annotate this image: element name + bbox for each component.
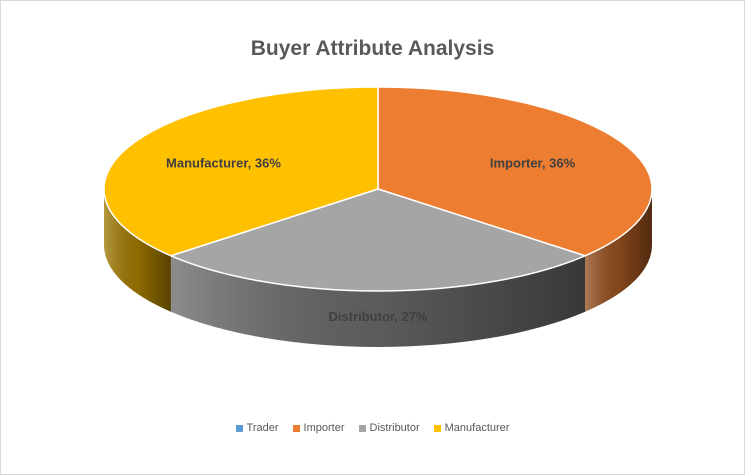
legend-swatch-importer: [292, 424, 300, 432]
legend-item-importer[interactable]: Importer: [292, 422, 345, 434]
data-label-manufacturer: Manufacturer, 36%: [166, 156, 281, 171]
legend-swatch-trader: [235, 424, 243, 432]
legend-swatch-manufacturer: [433, 424, 441, 432]
legend: Trader Importer Distributor Manufacturer: [1, 422, 744, 434]
legend-label-distributor: Distributor: [369, 422, 420, 434]
legend-item-trader[interactable]: Trader: [235, 422, 279, 434]
pie-side-shade-manufacturer: [104, 189, 171, 312]
legend-label-trader: Trader: [246, 422, 279, 434]
pie-slice-importer[interactable]: [377, 86, 653, 257]
chart-title: Buyer Attribute Analysis: [250, 37, 495, 60]
data-label-distributor: Distributor, 27%: [329, 309, 428, 324]
data-label-importer: Importer, 36%: [490, 156, 576, 171]
pie-side-shade-distributor: [170, 255, 586, 348]
pie-slice-manufacturer[interactable]: [103, 86, 379, 257]
legend-item-manufacturer[interactable]: Manufacturer: [433, 422, 510, 434]
pie-side-shade-importer: [585, 189, 652, 312]
legend-swatch-distributor: [358, 424, 366, 432]
pie-slice-distributor[interactable]: [170, 188, 586, 292]
legend-item-distributor[interactable]: Distributor: [358, 422, 420, 434]
legend-label-manufacturer: Manufacturer: [444, 422, 510, 434]
legend-label-importer: Importer: [303, 422, 345, 434]
